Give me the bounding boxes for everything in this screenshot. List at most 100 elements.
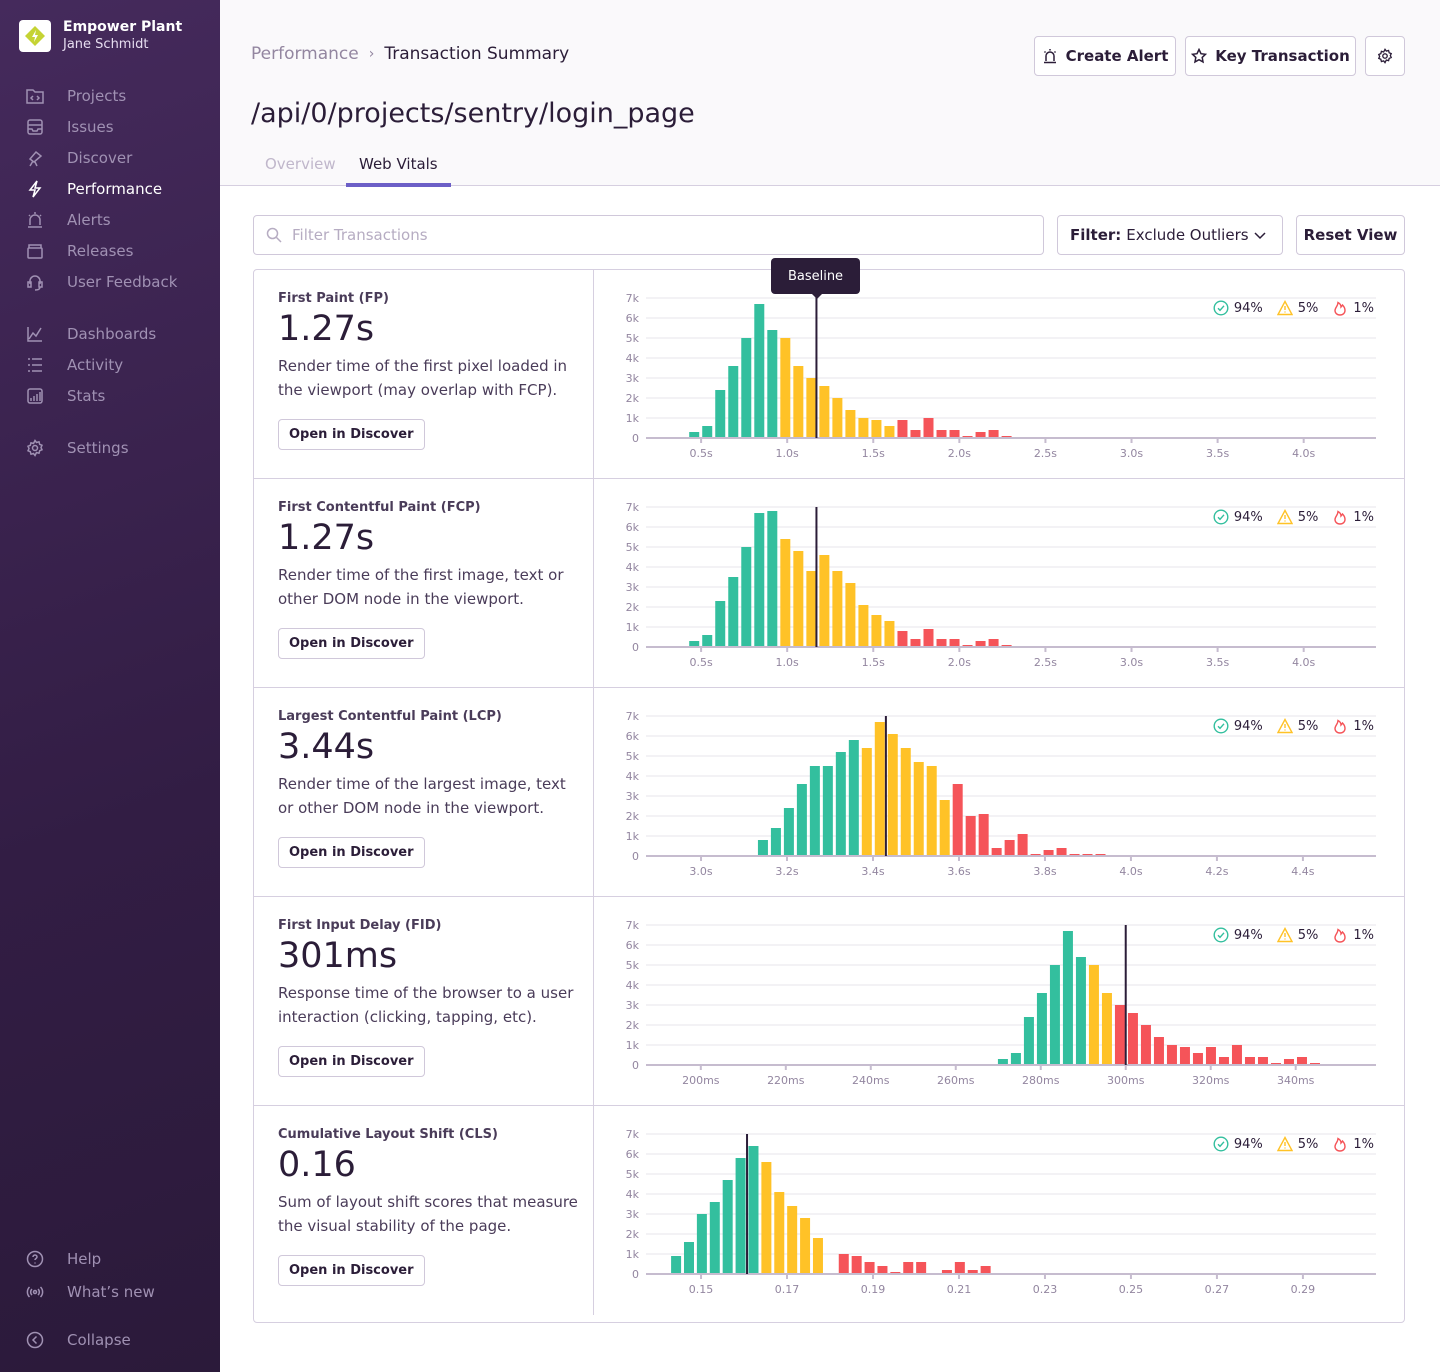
histogram-bar [754, 513, 765, 647]
legend-poor: 1% [1332, 927, 1374, 943]
sidebar-item-activity[interactable]: Activity [26, 354, 123, 376]
warning-icon [1276, 718, 1293, 734]
histogram-bar [1075, 957, 1086, 1065]
create-alert-button[interactable]: Create Alert [1034, 36, 1176, 76]
vital-row: Cumulative Layout Shift (CLS) 0.16 Sum o… [254, 1106, 1404, 1315]
legend-meh-value: 5% [1297, 718, 1319, 734]
check-circle-icon [1213, 509, 1229, 525]
sidebar-item-dashboards[interactable]: Dashboards [26, 323, 156, 345]
sidebar-item-label: What’s new [67, 1283, 155, 1301]
x-tick-label: 280ms [1022, 1074, 1060, 1087]
sidebar-item-discover[interactable]: Discover [26, 147, 132, 169]
tab-web-vitals[interactable]: Web Vitals [346, 155, 451, 187]
y-tick-label: 4k [626, 1188, 640, 1201]
lightning-icon [26, 180, 44, 198]
histogram-bar [767, 330, 778, 438]
search-input[interactable] [292, 226, 992, 244]
breadcrumb-performance[interactable]: Performance [251, 44, 359, 64]
sidebar-item-user-feedback[interactable]: User Feedback [26, 271, 177, 293]
vital-name: First Contentful Paint (FCP) [278, 500, 481, 515]
legend-meh-value: 5% [1297, 927, 1319, 943]
reset-view-button[interactable]: Reset View [1296, 215, 1405, 255]
histogram-bar [1166, 1045, 1177, 1065]
sidebar-item-label: Performance [67, 180, 163, 198]
sidebar-collapse[interactable]: Collapse [26, 1329, 131, 1351]
histogram-bar [702, 635, 713, 647]
histogram-bar [1140, 1025, 1151, 1065]
y-tick-label: 2k [626, 1019, 640, 1032]
sidebar-item-performance[interactable]: Performance [26, 178, 162, 200]
x-tick-label: 0.5s [689, 447, 712, 460]
vital-description: Render time of the largest image, text o… [278, 775, 566, 817]
sidebar-item-alerts[interactable]: Alerts [26, 209, 111, 231]
chevron-right-icon: › [368, 46, 375, 62]
sidebar-item-whats-new[interactable]: What’s new [26, 1281, 155, 1303]
breadcrumb-transaction-summary: Transaction Summary [384, 44, 570, 64]
histogram-bar [975, 641, 986, 647]
histogram-bar [702, 426, 713, 438]
x-tick-label: 220ms [767, 1074, 805, 1087]
vital-description: Render time of the first image, text or … [278, 566, 564, 608]
vital-row: First Contentful Paint (FCP) 1.27s Rende… [254, 479, 1404, 688]
chevron-down-icon [1254, 232, 1266, 240]
histogram-bar [845, 410, 856, 438]
histogram-svg: 0 1k 2k 3k 4k 5k 6k 7k 3.0s 3.2s 3.4s 3.6s 3.8s 4.0s 4… [626, 710, 1376, 878]
settings-button[interactable] [1365, 36, 1405, 76]
histogram-svg: 0 1k 2k 3k 4k 5k 6k 7k 0.5s 1.0s 1.5s 2.0s 2.5s 3.0s 3… [626, 292, 1376, 460]
sidebar-item-stats[interactable]: Stats [26, 385, 105, 407]
open-in-discover-button[interactable]: Open in Discover [278, 837, 425, 868]
vital-histogram: 0 1k 2k 3k 4k 5k 6k 7k 3.0s 3.2s 3.4s 3.6s 3.8s 4.0s 4… [594, 688, 1404, 896]
chart-legend: 94% 5% 1% [1199, 1136, 1374, 1152]
x-tick-label: 200ms [682, 1074, 720, 1087]
histogram-bar [819, 555, 830, 647]
legend-poor-value: 1% [1353, 509, 1374, 525]
legend-meh: 5% [1276, 718, 1319, 734]
histogram-svg: 0 1k 2k 3k 4k 5k 6k 7k 200ms 220ms 240ms 260ms 280ms… [626, 919, 1376, 1087]
x-tick-label: 3.8s [1033, 865, 1056, 878]
histogram-bar [689, 432, 700, 438]
filter-transactions-search[interactable] [253, 215, 1044, 255]
filter-dropdown[interactable]: Filter: Exclude Outliers [1057, 215, 1283, 255]
sidebar-item-projects[interactable]: Projects [26, 85, 126, 107]
histogram-bar [696, 1214, 707, 1274]
key-transaction-button[interactable]: Key Transaction [1185, 36, 1356, 76]
open-in-discover-button[interactable]: Open in Discover [278, 1046, 425, 1077]
vital-description: Sum of layout shift scores that measure … [278, 1193, 578, 1235]
x-tick-label: 4.0s [1119, 865, 1142, 878]
vital-summary: Largest Contentful Paint (LCP) 3.44s Ren… [254, 688, 594, 896]
histogram-bar [980, 1266, 991, 1274]
org-switcher[interactable]: Empower Plant Jane Schmidt [19, 19, 182, 53]
filter-label: Filter: [1070, 226, 1122, 244]
y-tick-label: 4k [626, 770, 640, 783]
vital-row: Largest Contentful Paint (LCP) 3.44s Ren… [254, 688, 1404, 897]
x-tick-label: 4.4s [1291, 865, 1314, 878]
inbox-icon [26, 118, 44, 136]
x-tick-label: 0.15 [689, 1283, 714, 1296]
histogram-bar [884, 426, 895, 438]
histogram-bar [923, 629, 934, 647]
histogram-bar [884, 621, 895, 647]
check-circle-icon [1213, 300, 1229, 316]
histogram-bar [1179, 1047, 1190, 1065]
open-in-discover-button[interactable]: Open in Discover [278, 419, 425, 450]
open-in-discover-button[interactable]: Open in Discover [278, 628, 425, 659]
sidebar-item-settings[interactable]: Settings [26, 437, 129, 459]
sidebar-item-help[interactable]: Help [26, 1248, 101, 1270]
chart-legend: 94% 5% 1% [1199, 509, 1374, 525]
open-in-discover-button[interactable]: Open in Discover [278, 1255, 425, 1286]
page-header: Performance › Transaction Summary /api/0… [220, 0, 1440, 187]
histogram-bar [1192, 1053, 1203, 1065]
sidebar-item-releases[interactable]: Releases [26, 240, 133, 262]
y-tick-label: 3k [626, 581, 640, 594]
histogram-bar [1017, 834, 1028, 856]
sidebar-item-label: Projects [67, 87, 127, 105]
vital-name: First Input Delay (FID) [278, 918, 442, 933]
histogram-bar [728, 366, 739, 438]
histogram-bar [949, 639, 960, 647]
sidebar-item-issues[interactable]: Issues [26, 116, 114, 138]
broadcast-icon [26, 1283, 44, 1301]
legend-poor-value: 1% [1353, 927, 1374, 943]
x-tick-label: 3.5s [1206, 656, 1229, 669]
vital-value: 301ms [278, 936, 398, 976]
tab-overview[interactable]: Overview [265, 155, 336, 173]
